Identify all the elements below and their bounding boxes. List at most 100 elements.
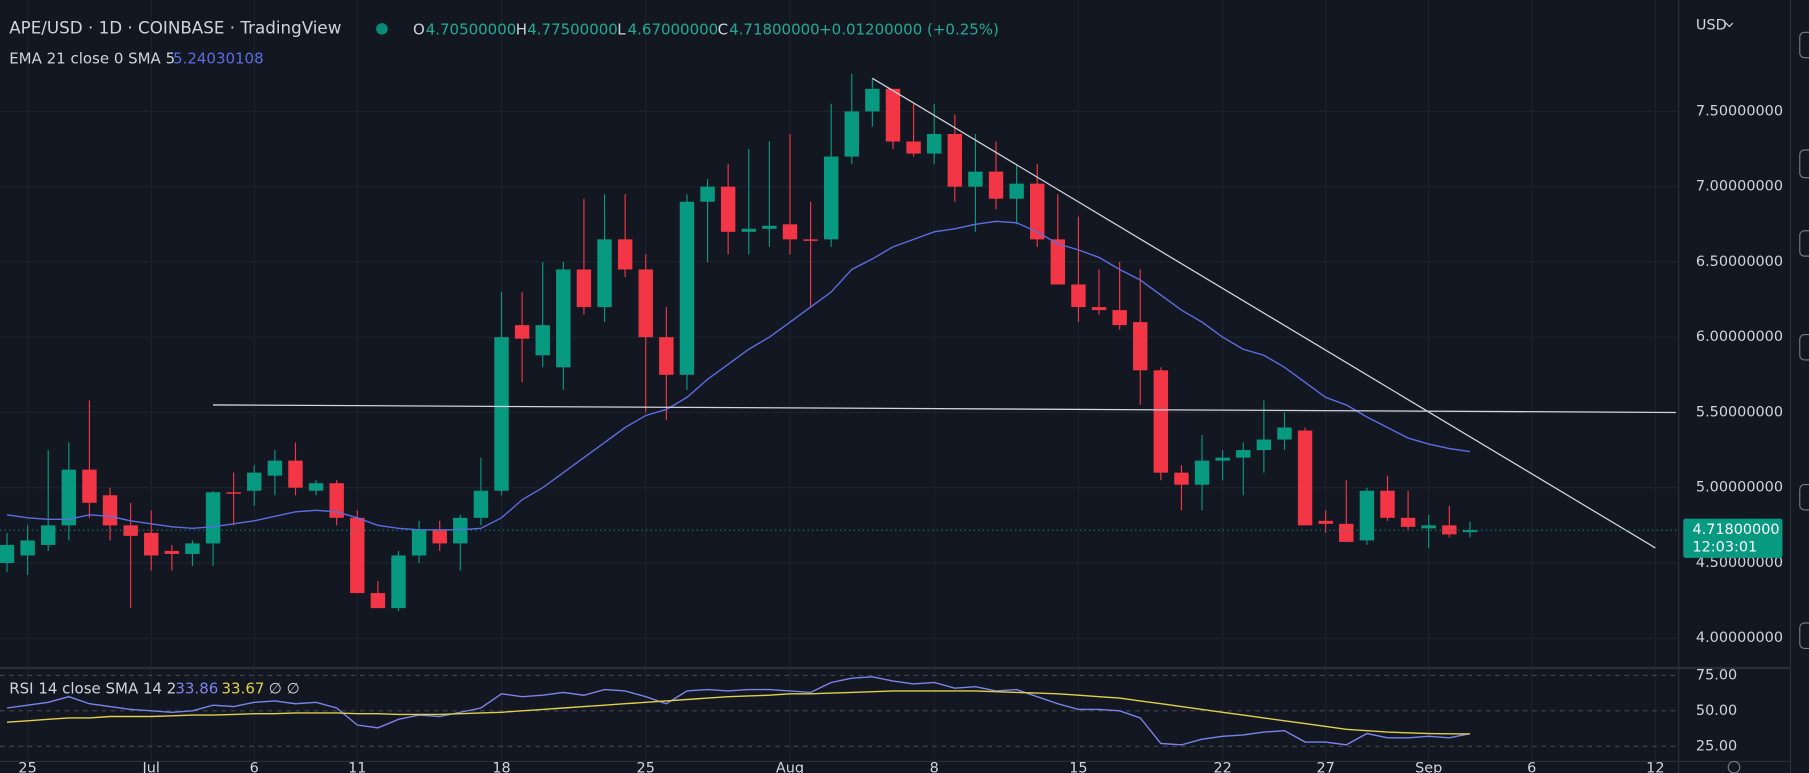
legend-label: H: [516, 21, 527, 39]
y-tick-label: 75.00: [1696, 667, 1737, 683]
candle-body: [968, 171, 983, 187]
rsi-line: [6, 690, 1470, 735]
indicator-value: 33.67: [222, 679, 265, 697]
grid: [0, 0, 1679, 762]
candle-body: [1277, 427, 1292, 440]
candle-body: [329, 483, 344, 518]
candle-body: [514, 325, 530, 339]
candle-body: [1318, 520, 1333, 524]
toolbar-button[interactable]: [1799, 31, 1809, 59]
legend-value: 4.70500000: [426, 21, 517, 39]
candle-body: [762, 225, 777, 229]
y-tick-label: 6.00000000: [1696, 329, 1783, 345]
toolbar-button[interactable]: [1799, 622, 1809, 649]
toolbar: [1790, 0, 1809, 773]
candle-body: [205, 492, 221, 544]
candle-body: [556, 269, 571, 368]
ema-line: [6, 220, 1471, 531]
last-price-box: [1683, 518, 1783, 558]
price-axis: [1678, 0, 1791, 773]
y-tick-label: 4.50000000: [1696, 555, 1783, 571]
legend-change: +0.01200000 (+0.25%): [819, 21, 999, 39]
legend-value: 4.77500000: [527, 21, 618, 39]
candle-body: [638, 269, 653, 338]
x-tick-label: 11: [348, 760, 366, 773]
candle-body: [308, 483, 324, 491]
x-tick-label: 8: [930, 760, 939, 773]
candle-body: [597, 239, 612, 308]
candle-body: [1194, 460, 1210, 485]
candle-body: [185, 543, 200, 554]
chart-title: APE/USD · 1D · COINBASE · TradingView: [9, 17, 341, 37]
y-tick-label: 7.50000000: [1696, 103, 1783, 119]
toolbar-button[interactable]: [1799, 483, 1809, 511]
y-tick-label: 5.00000000: [1696, 480, 1783, 496]
candle-body: [267, 460, 283, 476]
candle-body: [1030, 183, 1045, 240]
candle-body: [61, 469, 77, 526]
candle-body: [350, 517, 365, 594]
candle-body: [102, 495, 118, 526]
currency-selector[interactable]: USD: [1696, 17, 1727, 33]
status-dot: [376, 23, 388, 35]
y-tick-label: 4.00000000: [1696, 630, 1783, 646]
candle-body: [844, 111, 859, 157]
candle-body: [144, 532, 159, 556]
x-tick-label: 12: [1646, 760, 1664, 773]
legend-label: L: [617, 21, 626, 39]
candle-body: [0, 544, 15, 563]
y-tick-label: 25.00: [1696, 738, 1737, 754]
candle-body: [885, 88, 901, 142]
x-tick-label: 6: [1527, 760, 1536, 773]
y-tick-label: 7.00000000: [1696, 179, 1783, 195]
legend-label: C: [718, 21, 728, 39]
candle-body: [988, 171, 1004, 199]
toolbar-button[interactable]: [1799, 149, 1809, 179]
toolbar-button[interactable]: [1799, 230, 1809, 257]
trend-line: [213, 404, 1676, 414]
candle-body: [576, 269, 592, 308]
candle-body: [1091, 307, 1107, 311]
candle-body: [1236, 450, 1251, 458]
candle-body: [41, 525, 56, 545]
candle-body: [1153, 370, 1169, 473]
x-tick-label: Jul: [142, 760, 160, 773]
indicator-label: EMA 21 close 0 SMA 5: [9, 49, 175, 67]
candle-body: [1421, 525, 1436, 529]
y-tick-label: 50.00: [1696, 703, 1737, 719]
indicator-extra: ∅ ∅: [269, 679, 300, 697]
candle-body: [473, 490, 489, 518]
candle-body: [1380, 490, 1395, 518]
x-tick-label: Sep: [1415, 760, 1442, 773]
candle-body: [1112, 310, 1127, 326]
candle-body: [865, 88, 880, 112]
candle-body: [700, 186, 715, 202]
y-tick-label: 5.50000000: [1696, 404, 1783, 420]
candle-body: [741, 228, 756, 232]
legend-value: 4.67000000: [628, 21, 719, 39]
candle-body: [1297, 430, 1313, 526]
candle-body: [617, 239, 633, 270]
candle-body: [247, 472, 262, 491]
toolbar-button[interactable]: [1799, 334, 1809, 361]
x-tick-label: 6: [250, 760, 259, 773]
candle-body: [391, 555, 406, 609]
candle-body: [1256, 439, 1272, 451]
candle-body: [535, 325, 550, 356]
x-tick-label: 25: [637, 760, 655, 773]
candle-body: [1462, 530, 1478, 533]
candle-body: [370, 593, 386, 609]
candle-body: [679, 201, 695, 375]
candle-body: [82, 469, 97, 503]
candle-body: [1400, 517, 1416, 527]
legend-value: 4.71800000: [729, 21, 820, 39]
x-tick-label: 22: [1213, 760, 1231, 773]
legend-label: O: [413, 21, 425, 39]
candle-body: [1339, 523, 1354, 542]
candle-body: [782, 224, 798, 240]
candle-body: [1359, 490, 1375, 541]
candle-body: [432, 529, 447, 544]
candle-body: [453, 517, 468, 544]
